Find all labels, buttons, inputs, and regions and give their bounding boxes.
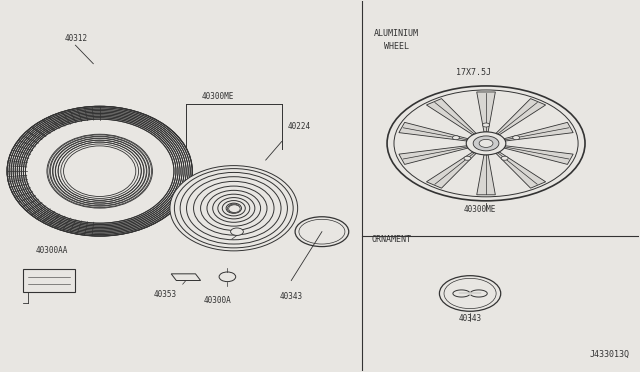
- Text: ALUMINIUM: ALUMINIUM: [374, 29, 419, 38]
- Ellipse shape: [227, 205, 239, 212]
- Circle shape: [230, 228, 243, 235]
- Circle shape: [440, 276, 500, 311]
- Text: 40312: 40312: [65, 35, 88, 44]
- Polygon shape: [496, 152, 546, 188]
- Text: 40300AA: 40300AA: [36, 246, 68, 255]
- Text: ORNAMENT: ORNAMENT: [371, 235, 411, 244]
- Text: 40353: 40353: [154, 290, 177, 299]
- Circle shape: [467, 132, 506, 155]
- Text: J433013Q: J433013Q: [589, 350, 630, 359]
- Ellipse shape: [7, 106, 192, 236]
- Polygon shape: [426, 99, 476, 135]
- Text: 40300ME: 40300ME: [202, 92, 234, 101]
- Bar: [23, 269, 76, 292]
- Text: 17X7.5J: 17X7.5J: [456, 68, 491, 77]
- Ellipse shape: [228, 205, 240, 212]
- Circle shape: [479, 140, 493, 147]
- Text: 40343: 40343: [280, 292, 303, 301]
- Polygon shape: [477, 155, 495, 195]
- Polygon shape: [504, 122, 573, 141]
- Ellipse shape: [48, 135, 152, 208]
- Text: 40300A: 40300A: [204, 296, 232, 305]
- Polygon shape: [477, 92, 495, 132]
- Circle shape: [501, 156, 508, 160]
- Polygon shape: [426, 152, 476, 188]
- Text: WHEEL: WHEEL: [384, 42, 409, 51]
- Circle shape: [513, 136, 520, 140]
- Polygon shape: [496, 99, 546, 135]
- Circle shape: [452, 136, 460, 140]
- Text: 40224: 40224: [288, 122, 311, 131]
- Text: 40343: 40343: [458, 314, 482, 323]
- Polygon shape: [504, 146, 573, 164]
- Ellipse shape: [170, 166, 298, 251]
- Polygon shape: [172, 274, 200, 280]
- Circle shape: [464, 156, 471, 160]
- Polygon shape: [399, 122, 468, 141]
- Text: 40300ME: 40300ME: [463, 205, 496, 214]
- Ellipse shape: [228, 204, 239, 212]
- Circle shape: [473, 136, 499, 151]
- Polygon shape: [399, 146, 468, 164]
- Circle shape: [483, 123, 490, 127]
- Circle shape: [219, 272, 236, 282]
- Ellipse shape: [295, 217, 349, 247]
- Circle shape: [387, 86, 585, 201]
